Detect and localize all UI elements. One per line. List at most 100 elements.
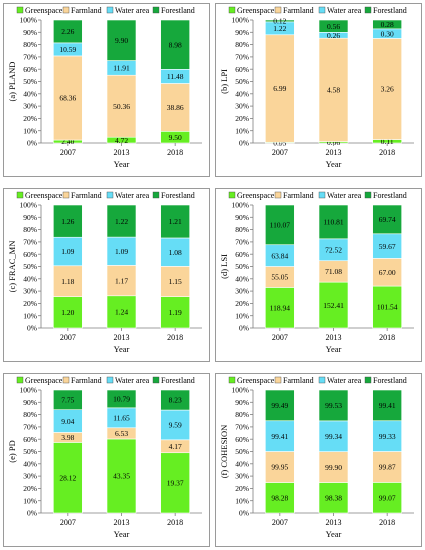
bar-value-label: 11.65 [113, 413, 130, 422]
y-tick-label: 30% [23, 472, 37, 481]
y-tick-label: 40% [23, 274, 37, 283]
x-tick-label: 2007 [60, 148, 76, 157]
y-tick-label: 70% [23, 423, 37, 432]
legend-label: Greenspace [25, 376, 63, 385]
y-tick-label: 10% [235, 126, 249, 135]
legend-swatch [318, 376, 326, 384]
bar-value-label: 0.12 [273, 17, 286, 26]
bar-segment [53, 55, 83, 141]
bar-segment [106, 236, 137, 266]
y-tick-label: 50% [23, 77, 37, 86]
bar-value-label: 1.09 [115, 247, 128, 256]
y-axis-title: (b) LPI [219, 69, 229, 94]
bar-segment [318, 451, 349, 483]
bar-value-label: 50.36 [113, 102, 130, 111]
legend-swatch [106, 6, 114, 14]
bar-value-label: 152.41 [323, 301, 344, 310]
bar-value-label: 7.75 [61, 396, 74, 405]
bar-value-label: 72.52 [325, 245, 342, 254]
bar-segment [160, 452, 190, 514]
y-tick-label: 100% [232, 201, 250, 210]
x-axis-title: Year [326, 159, 342, 169]
bar-segment [372, 204, 402, 235]
bar-value-label: 1.21 [169, 217, 182, 226]
bar-value-label: 110.07 [270, 221, 291, 230]
legend-swatch [274, 6, 282, 14]
bar-value-label: 63.84 [271, 251, 288, 260]
y-tick-label: 80% [23, 410, 37, 419]
y-tick-label: 10% [23, 311, 37, 320]
y-tick-label: 10% [23, 496, 37, 505]
y-tick-label: 70% [235, 423, 249, 432]
legend-label: Water area [327, 6, 362, 15]
bar-segment [318, 389, 349, 422]
x-axis-title: Year [326, 344, 342, 354]
y-axis-title: (a) PLAND [7, 62, 17, 102]
x-axis-title: Year [114, 159, 130, 169]
legend-swatch [274, 376, 282, 384]
x-tick-label: 2018 [379, 148, 395, 157]
y-tick-label: 40% [235, 459, 249, 468]
x-axis-title: Year [114, 529, 130, 539]
chart-panel-2: Greenspace Farmland Water area Forestland 0%… [3, 188, 210, 362]
bar-value-label: 118.94 [270, 303, 291, 312]
bar-value-label: 1.24 [115, 308, 128, 317]
bar-segment [372, 258, 402, 287]
legend-label: Farmland [283, 6, 314, 15]
x-tick-label: 2018 [167, 333, 183, 342]
bar-segment [106, 204, 137, 238]
x-tick-label: 2013 [114, 333, 130, 342]
y-tick-label: 40% [23, 89, 37, 98]
y-axis-title: (e) PD [7, 440, 17, 462]
bar-segment [106, 295, 137, 329]
y-tick-label: 60% [23, 435, 37, 444]
bar-segment [318, 281, 349, 329]
bar-value-label: 99.90 [325, 463, 342, 472]
bar-segment [265, 389, 295, 422]
y-tick-label: 20% [23, 114, 37, 123]
bar-value-label: 8.23 [169, 396, 182, 405]
x-tick-label: 2018 [379, 518, 395, 527]
bar-value-label: 101.54 [377, 303, 398, 312]
bar-value-label: 19.37 [167, 479, 184, 488]
bar-value-label: 28.12 [59, 473, 76, 482]
bar-value-label: 98.28 [271, 493, 288, 502]
x-tick-label: 2007 [60, 333, 76, 342]
legend-swatch [318, 6, 326, 14]
bar-segment [53, 389, 83, 410]
legend-label: Greenspace [25, 191, 63, 200]
y-tick-label: 100% [232, 16, 250, 25]
bar-value-label: 99.41 [271, 432, 288, 441]
bar-value-label: 98.38 [325, 493, 342, 502]
legend-swatch [228, 6, 236, 14]
legend-swatch [364, 376, 372, 384]
legend-label: Greenspace [237, 191, 275, 200]
y-tick-label: 20% [235, 114, 249, 123]
chart-panel-5: Greenspace Farmland Water area Forestland 0%… [215, 373, 422, 547]
legend-label: Forestland [161, 376, 195, 385]
y-tick-label: 50% [23, 447, 37, 456]
legend-label: Water area [115, 6, 150, 15]
y-tick-label: 70% [23, 53, 37, 62]
bar-segment [318, 37, 349, 142]
legend-label: Water area [115, 191, 150, 200]
bar-value-label: 0.30 [381, 29, 394, 38]
bar-value-label: 6.53 [115, 429, 128, 438]
bar-value-label: 1.19 [169, 308, 182, 317]
bar-segment [160, 296, 190, 329]
bar-value-label: 1.08 [169, 248, 182, 257]
legend-swatch [16, 6, 24, 14]
y-tick-label: 20% [23, 484, 37, 493]
legend-swatch [364, 6, 372, 14]
y-tick-label: 90% [235, 398, 249, 407]
legend-swatch [16, 191, 24, 199]
legend-swatch [364, 191, 372, 199]
bar-value-label: 1.22 [115, 217, 128, 226]
y-tick-label: 50% [235, 447, 249, 456]
x-tick-label: 2018 [379, 333, 395, 342]
y-tick-label: 40% [23, 459, 37, 468]
bar-segment [106, 265, 137, 297]
y-tick-label: 0% [239, 324, 249, 333]
bar-segment [372, 19, 402, 30]
